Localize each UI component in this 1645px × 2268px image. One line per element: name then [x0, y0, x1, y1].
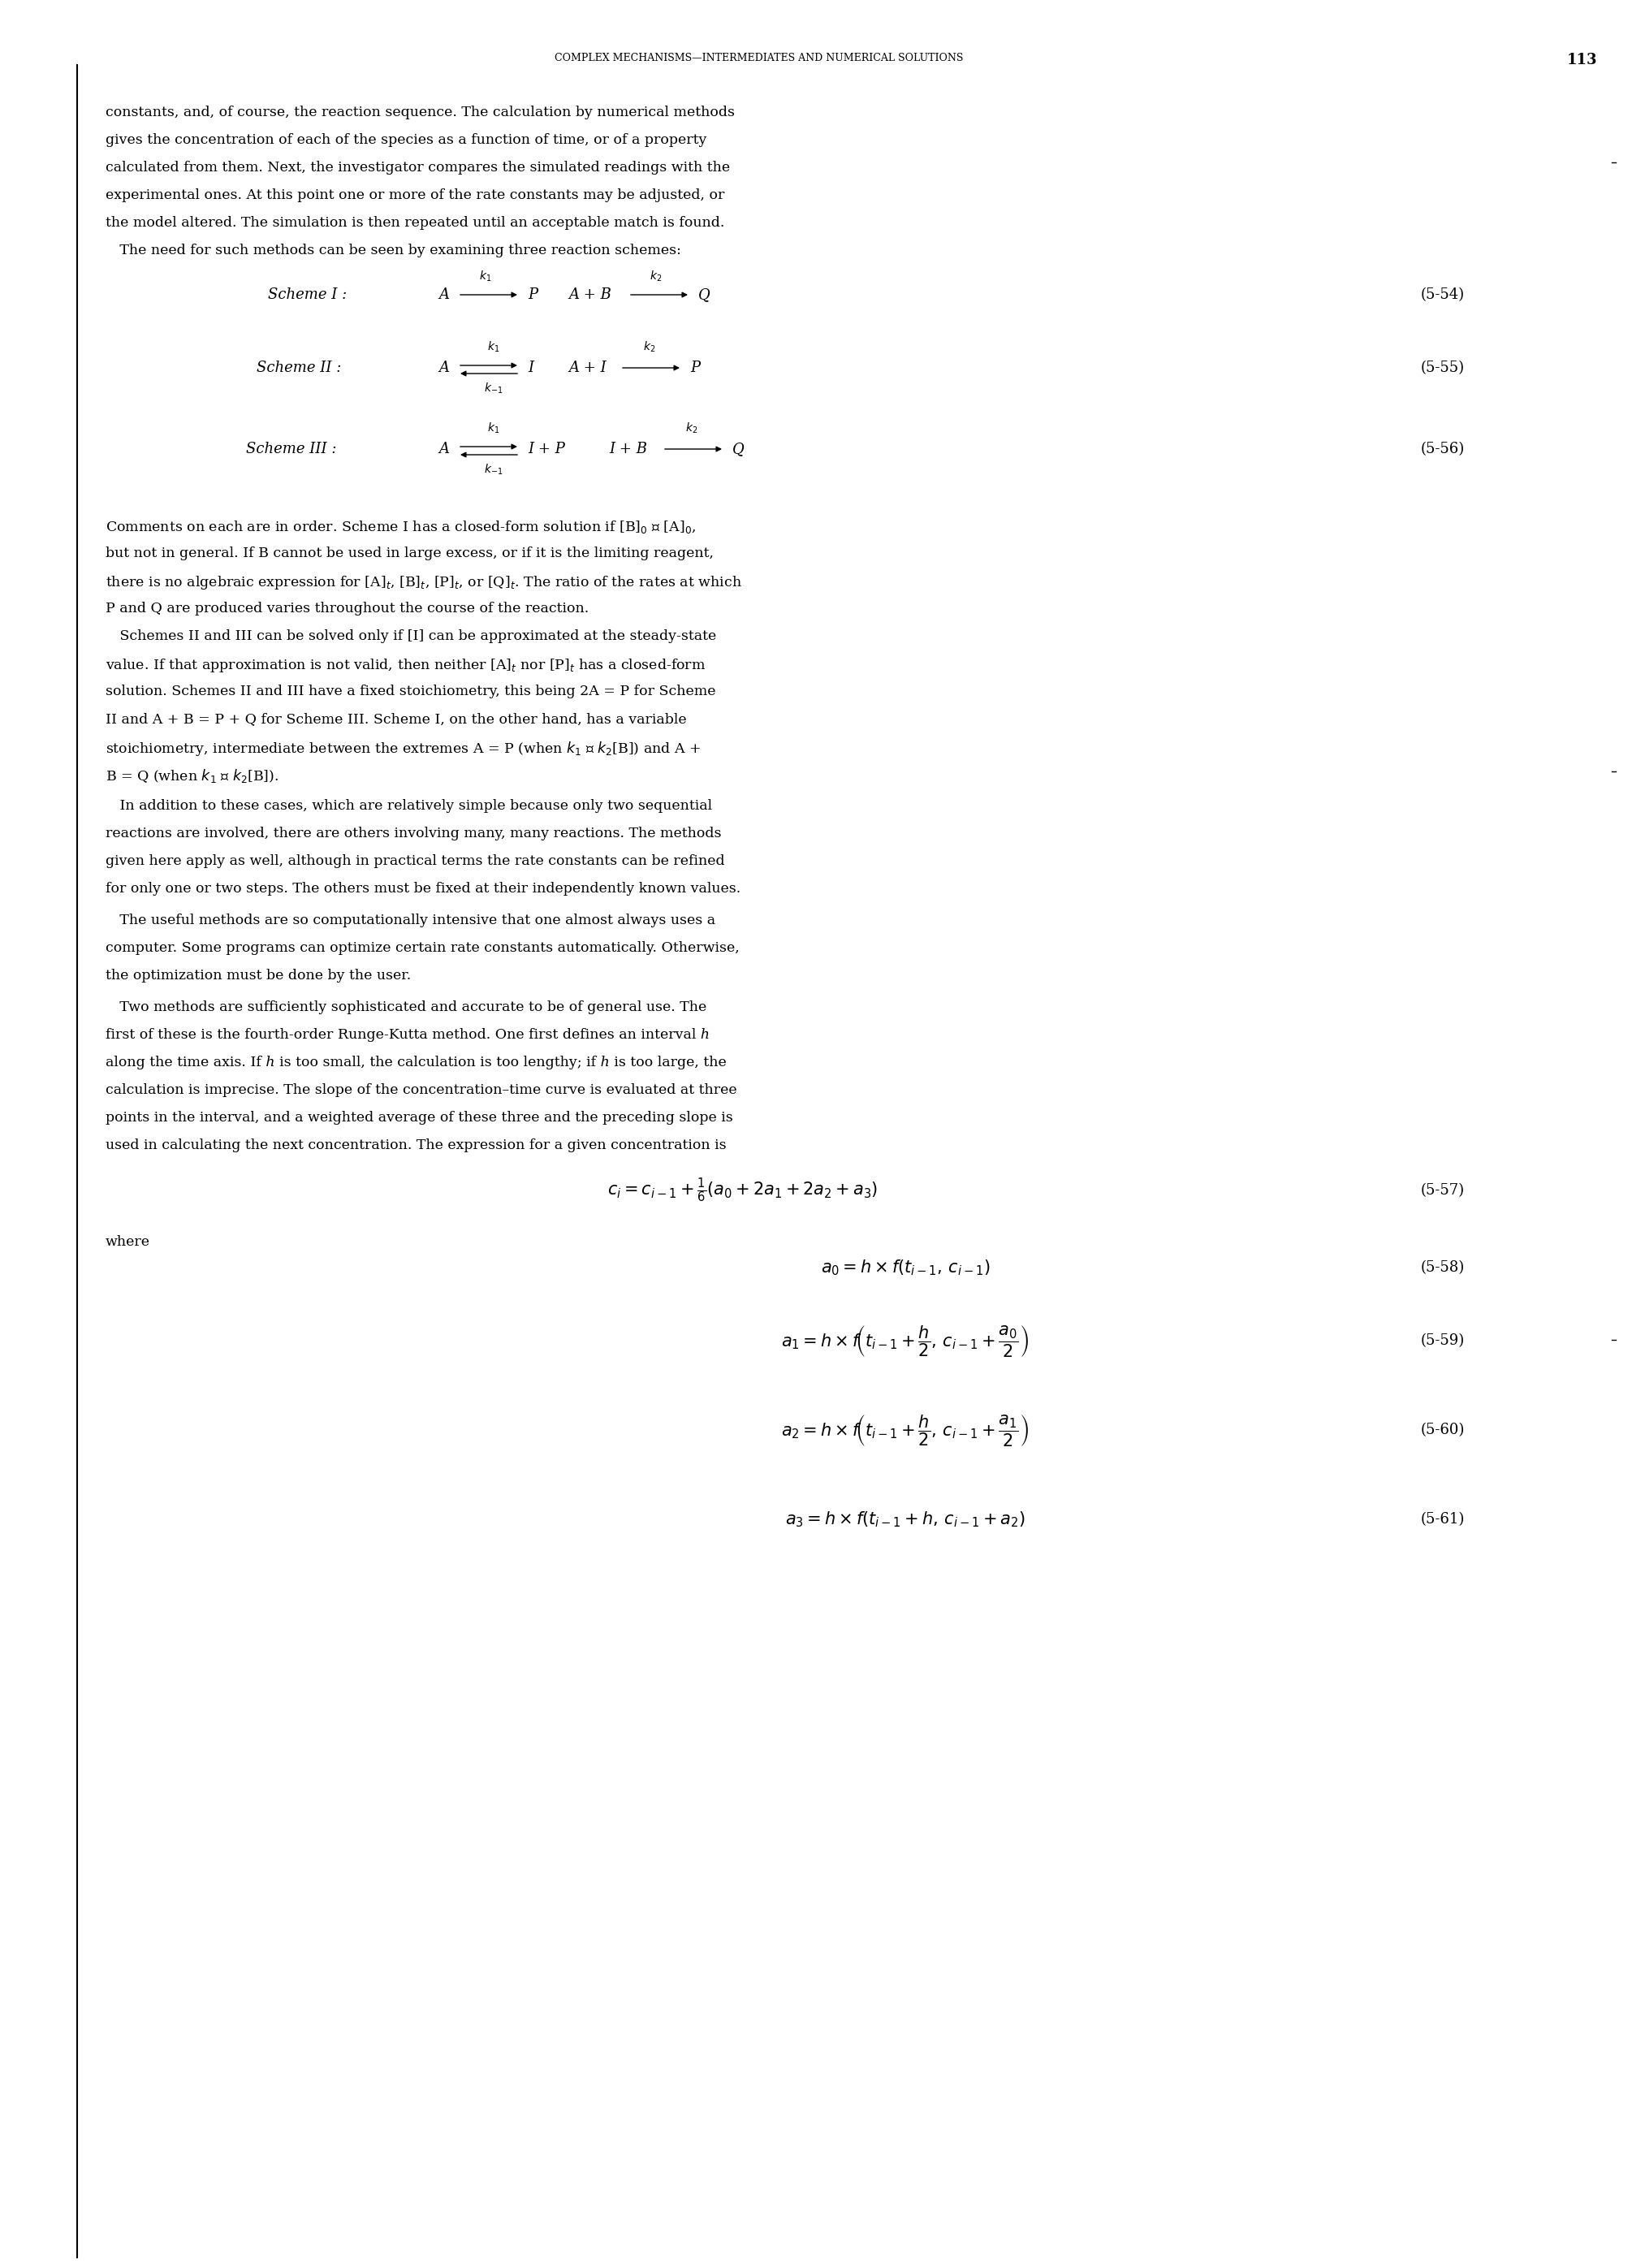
Text: experimental ones. At this point one or more of the rate constants may be adjust: experimental ones. At this point one or … — [105, 188, 724, 202]
Text: $a_0 = h \times f(t_{i-1},\, c_{i-1})$: $a_0 = h \times f(t_{i-1},\, c_{i-1})$ — [821, 1259, 990, 1277]
Text: (5-55): (5-55) — [1421, 361, 1464, 374]
Text: (5-58): (5-58) — [1421, 1261, 1466, 1275]
Text: A: A — [439, 442, 449, 456]
Text: P and Q are produced varies throughout the course of the reaction.: P and Q are produced varies throughout t… — [105, 601, 589, 615]
Text: $a_{3} = h \times f(t_{i-1} + h,\, c_{i-1} + a_2)$: $a_{3} = h \times f(t_{i-1} + h,\, c_{i-… — [785, 1510, 1025, 1529]
Text: P: P — [691, 361, 701, 374]
Text: (5-56): (5-56) — [1421, 442, 1466, 456]
Text: (5-54): (5-54) — [1421, 288, 1464, 302]
Text: (5-59): (5-59) — [1421, 1334, 1466, 1347]
Text: calculation is imprecise. The slope of the concentration–time curve is evaluated: calculation is imprecise. The slope of t… — [105, 1084, 737, 1098]
Text: Comments on each are in order. Scheme I has a closed-form solution if [B]$_0$ ≫ : Comments on each are in order. Scheme I … — [105, 519, 696, 535]
Text: $k_2$: $k_2$ — [650, 270, 663, 284]
Text: A: A — [439, 361, 449, 374]
Text: where: where — [105, 1236, 150, 1250]
Text: $k_2$: $k_2$ — [643, 340, 656, 354]
Text: The need for such methods can be seen by examining three reaction schemes:: The need for such methods can be seen by… — [105, 243, 681, 256]
Text: $k_1$: $k_1$ — [487, 422, 500, 435]
Text: I + P: I + P — [528, 442, 564, 456]
Text: gives the concentration of each of the species as a function of time, or of a pr: gives the concentration of each of the s… — [105, 134, 707, 147]
Text: Scheme III :: Scheme III : — [247, 442, 337, 456]
Text: The useful methods are so computationally intensive that one almost always uses : The useful methods are so computationall… — [105, 914, 716, 928]
Text: computer. Some programs can optimize certain rate constants automatically. Other: computer. Some programs can optimize cer… — [105, 941, 740, 955]
Text: (5-57): (5-57) — [1421, 1184, 1464, 1198]
Text: value. If that approximation is not valid, then neither [A]$_t$ nor [P]$_t$ has : value. If that approximation is not vali… — [105, 658, 706, 674]
Text: Two methods are sufficiently sophisticated and accurate to be of general use. Th: Two methods are sufficiently sophisticat… — [105, 1000, 707, 1014]
Text: I: I — [528, 361, 533, 374]
Text: $k_{-1}$: $k_{-1}$ — [484, 381, 503, 397]
Text: the optimization must be done by the user.: the optimization must be done by the use… — [105, 968, 411, 982]
Text: II and A + B = P + Q for Scheme III. Scheme I, on the other hand, has a variable: II and A + B = P + Q for Scheme III. Sch… — [105, 712, 686, 726]
Text: Schemes II and III can be solved only if [I] can be approximated at the steady-s: Schemes II and III can be solved only if… — [105, 628, 716, 644]
Text: I + B: I + B — [609, 442, 646, 456]
Text: $a_1 = h \times f\!\left(t_{i-1} + \dfrac{h}{2},\, c_{i-1} + \dfrac{a_0}{2}\righ: $a_1 = h \times f\!\left(t_{i-1} + \dfra… — [781, 1322, 1030, 1359]
Text: COMPLEX MECHANISMS—INTERMEDIATES AND NUMERICAL SOLUTIONS: COMPLEX MECHANISMS—INTERMEDIATES AND NUM… — [554, 52, 964, 64]
Text: for only one or two steps. The others must be fixed at their independently known: for only one or two steps. The others mu… — [105, 882, 740, 896]
Text: (5-60): (5-60) — [1421, 1422, 1466, 1438]
Text: A + B: A + B — [569, 288, 612, 302]
Text: $c_i = c_{i-1} + \frac{1}{6}(a_0 + 2a_1 + 2a_2 + a_3)$: $c_i = c_{i-1} + \frac{1}{6}(a_0 + 2a_1 … — [607, 1177, 878, 1204]
Text: constants, and, of course, the reaction sequence. The calculation by numerical m: constants, and, of course, the reaction … — [105, 107, 735, 120]
Text: first of these is the fourth-order Runge-Kutta method. One first defines an inte: first of these is the fourth-order Runge… — [105, 1027, 709, 1041]
Text: $k_1$: $k_1$ — [479, 270, 492, 284]
Text: $k_1$: $k_1$ — [487, 340, 500, 354]
Text: Scheme II :: Scheme II : — [257, 361, 341, 374]
Text: along the time axis. If ℎ is too small, the calculation is too lengthy; if ℎ is : along the time axis. If ℎ is too small, … — [105, 1055, 727, 1070]
Text: $k_2$: $k_2$ — [686, 422, 697, 435]
Text: (5-61): (5-61) — [1421, 1513, 1466, 1526]
Text: Q: Q — [732, 442, 744, 456]
Text: A + I: A + I — [569, 361, 607, 374]
Text: In addition to these cases, which are relatively simple because only two sequent: In addition to these cases, which are re… — [105, 798, 712, 812]
Text: stoichiometry, intermediate between the extremes A = P (when $k_1$ ≫ $k_2$[B]) a: stoichiometry, intermediate between the … — [105, 739, 701, 758]
Text: but not in general. If B cannot be used in large excess, or if it is the limitin: but not in general. If B cannot be used … — [105, 547, 714, 560]
Text: there is no algebraic expression for [A]$_t$, [B]$_t$, [P]$_t$, or [Q]$_t$. The : there is no algebraic expression for [A]… — [105, 574, 742, 592]
Text: used in calculating the next concentration. The expression for a given concentra: used in calculating the next concentrati… — [105, 1139, 727, 1152]
Text: reactions are involved, there are others involving many, many reactions. The met: reactions are involved, there are others… — [105, 826, 722, 841]
Text: solution. Schemes II and III have a fixed stoichiometry, this being 2A = P for S: solution. Schemes II and III have a fixe… — [105, 685, 716, 699]
Text: 113: 113 — [1568, 52, 1597, 68]
Text: $k_{-1}$: $k_{-1}$ — [484, 463, 503, 476]
Text: points in the interval, and a weighted average of these three and the preceding : points in the interval, and a weighted a… — [105, 1111, 734, 1125]
Text: calculated from them. Next, the investigator compares the simulated readings wit: calculated from them. Next, the investig… — [105, 161, 730, 175]
Text: B = Q (when $k_1$ ≫ $k_2$[B]).: B = Q (when $k_1$ ≫ $k_2$[B]). — [105, 767, 278, 785]
Text: given here apply as well, although in practical terms the rate constants can be : given here apply as well, although in pr… — [105, 855, 725, 869]
Text: P: P — [528, 288, 538, 302]
Text: A: A — [439, 288, 449, 302]
Text: the model altered. The simulation is then repeated until an acceptable match is : the model altered. The simulation is the… — [105, 215, 724, 229]
Text: $a_2 = h \times f\!\left(t_{i-1} + \dfrac{h}{2},\, c_{i-1} + \dfrac{a_1}{2}\righ: $a_2 = h \times f\!\left(t_{i-1} + \dfra… — [781, 1413, 1030, 1447]
Text: Q: Q — [697, 288, 711, 302]
Text: Scheme I :: Scheme I : — [268, 288, 347, 302]
